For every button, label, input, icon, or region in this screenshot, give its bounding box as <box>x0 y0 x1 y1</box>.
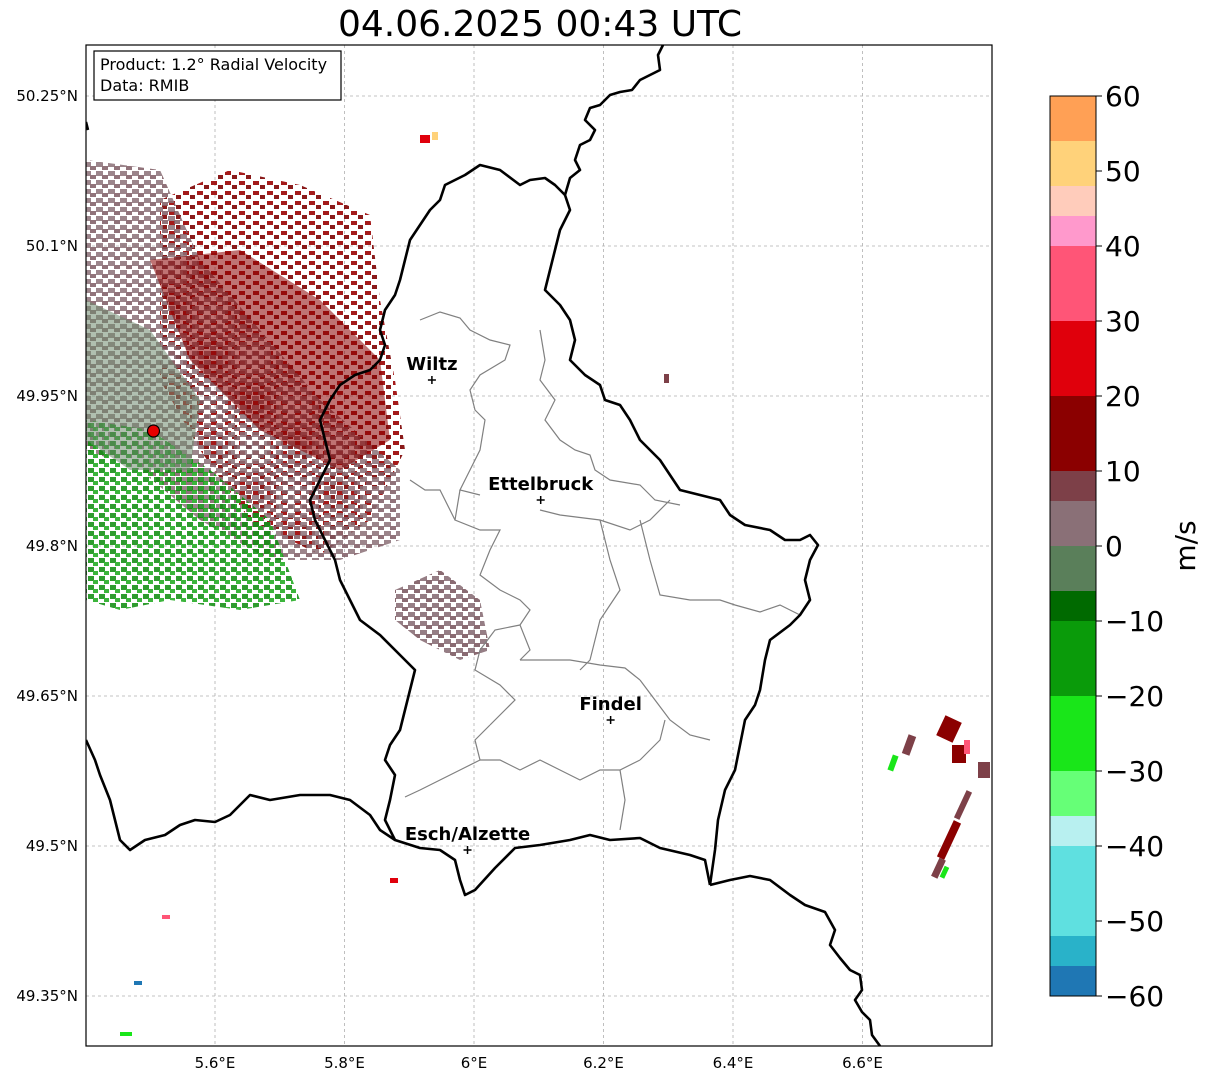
info-product: Product: 1.2° Radial Velocity <box>100 55 327 74</box>
colorbar-tick-label: −60 <box>1105 980 1164 1013</box>
colorbar-tick-label: 60 <box>1105 80 1141 113</box>
radar-echoes <box>86 132 990 1036</box>
colorbar-tick-label: 30 <box>1105 305 1141 338</box>
colorbar-segment <box>1050 816 1096 846</box>
colorbar-tick-label: −20 <box>1105 680 1164 713</box>
city-marker <box>463 846 472 854</box>
colorbar-tick-label: 50 <box>1105 155 1141 188</box>
x-tick-label: 6°E <box>461 1054 488 1072</box>
colorbar-ticks: 60 50 40 30 20 10 0 −10 −20 −30 −40 −50 −60 <box>1096 80 1164 1013</box>
echo-east-4 <box>901 734 917 756</box>
x-tick-label: 6.2°E <box>583 1054 624 1072</box>
colorbar-segment <box>1050 246 1096 321</box>
echo-region-near-radar <box>86 300 200 470</box>
y-tick-label: 50.1°N <box>26 237 78 255</box>
info-source: Data: RMIB <box>100 76 189 95</box>
echo-isolated-2 <box>134 981 142 985</box>
x-axis: 5.6°E 5.8°E 6°E 6.2°E 6.4°E 6.6°E <box>195 1054 883 1072</box>
x-tick-label: 6.6°E <box>842 1054 883 1072</box>
echo-east-8 <box>931 857 946 879</box>
city-label: Ettelbruck <box>488 474 594 495</box>
district-boundaries <box>404 311 801 831</box>
y-axis: 50.25°N 50.1°N 49.95°N 49.8°N 49.65°N 49.5°N 4… <box>16 87 78 1005</box>
colorbar-segment <box>1050 141 1096 186</box>
city-markers: Wiltz Ettelbruck Findel Esch/Alzette <box>405 354 642 854</box>
colorbar-segment <box>1050 696 1096 771</box>
colorbar-gradient <box>1050 96 1096 996</box>
colorbar-segment <box>1050 186 1096 216</box>
colorbar: 60 50 40 30 20 10 0 −10 −20 −30 −40 −50 −60 m/s <box>1049 80 1202 1013</box>
x-tick-label: 5.6°E <box>195 1054 236 1072</box>
colorbar-label: m/s <box>1169 520 1202 571</box>
colorbar-tick-label: −10 <box>1105 605 1164 638</box>
y-tick-label: 49.95°N <box>16 387 78 405</box>
map-title: 04.06.2025 00:43 UTC <box>337 4 743 45</box>
colorbar-segment <box>1050 591 1096 621</box>
echo-east-9 <box>939 865 950 879</box>
echo-isolated-1 <box>664 374 669 383</box>
info-box: Product: 1.2° Radial Velocity Data: RMIB <box>93 50 342 101</box>
city-label: Esch/Alzette <box>405 824 530 845</box>
colorbar-tick-label: 40 <box>1105 230 1141 263</box>
echo-east-10 <box>964 740 970 754</box>
map-content: Wiltz Ettelbruck Findel Esch/Alzette <box>86 45 992 1046</box>
colorbar-segment <box>1050 846 1096 936</box>
echo-isolated-6 <box>432 132 438 140</box>
city-label: Findel <box>579 694 642 715</box>
echo-east-7 <box>953 790 973 820</box>
colorbar-segment <box>1050 96 1096 141</box>
y-tick-label: 49.8°N <box>26 537 78 555</box>
colorbar-tick-label: −40 <box>1105 830 1164 863</box>
y-tick-label: 50.25°N <box>16 87 78 105</box>
echo-east-6 <box>936 820 962 860</box>
echo-isolated-7 <box>390 878 398 883</box>
echo-east-3 <box>978 762 990 778</box>
colorbar-tick-label: −30 <box>1105 755 1164 788</box>
colorbar-tick-label: −50 <box>1105 905 1164 938</box>
colorbar-segment <box>1050 546 1096 591</box>
map-frame <box>85 44 993 1047</box>
colorbar-segment <box>1050 621 1096 696</box>
echo-region-receding-core <box>150 250 390 470</box>
colorbar-segment <box>1050 471 1096 501</box>
echo-east-1 <box>936 715 962 743</box>
country-borders <box>86 45 882 1046</box>
colorbar-segment <box>1050 966 1096 996</box>
city-marker <box>427 376 436 384</box>
radar-site-marker <box>146 424 161 438</box>
y-tick-label: 49.5°N <box>26 837 78 855</box>
y-tick-label: 49.65°N <box>16 687 78 705</box>
x-tick-label: 6.4°E <box>713 1054 754 1072</box>
echo-isolated-4 <box>162 915 170 919</box>
y-tick-label: 49.35°N <box>16 987 78 1005</box>
colorbar-tick-label: 20 <box>1105 380 1141 413</box>
colorbar-segment <box>1050 936 1096 966</box>
colorbar-segment <box>1050 501 1096 546</box>
echo-east-2 <box>952 745 966 763</box>
colorbar-tick-label: 10 <box>1105 455 1141 488</box>
city-marker <box>606 716 615 724</box>
colorbar-segment <box>1050 396 1096 471</box>
x-tick-label: 5.8°E <box>324 1054 365 1072</box>
colorbar-tick-label: 0 <box>1105 530 1123 563</box>
echo-isolated-5 <box>420 135 430 143</box>
colorbar-segment <box>1050 321 1096 396</box>
city-marker <box>536 496 545 504</box>
echo-cluster-center <box>395 570 490 660</box>
echo-east-5 <box>887 754 899 772</box>
colorbar-segment <box>1050 216 1096 246</box>
city-label: Wiltz <box>406 354 457 375</box>
colorbar-segment <box>1050 771 1096 816</box>
echo-isolated-3 <box>120 1032 132 1036</box>
